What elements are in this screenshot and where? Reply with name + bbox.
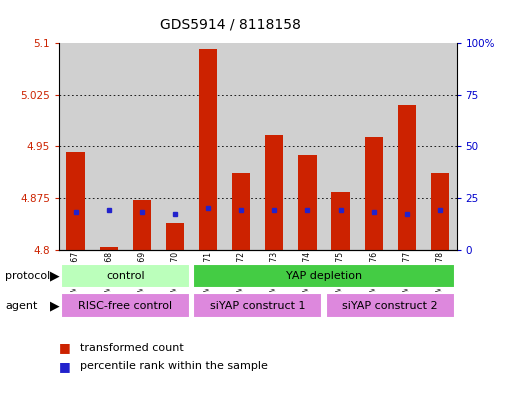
Bar [193,264,455,288]
Bar [166,223,184,250]
Bar [133,200,151,250]
Text: ■: ■ [59,360,71,373]
Text: percentile rank within the sample: percentile rank within the sample [80,361,267,371]
Bar [125,43,159,250]
Bar [225,43,258,250]
Bar [100,248,118,250]
Bar [59,43,92,250]
Bar [159,43,191,250]
Bar [67,152,85,250]
Bar [61,293,190,318]
Text: RISC-free control: RISC-free control [78,301,172,310]
Bar [365,137,383,250]
Text: control: control [106,271,145,281]
Text: siYAP construct 1: siYAP construct 1 [210,301,306,310]
Bar [331,193,350,250]
Bar [232,173,250,250]
Bar [193,293,322,318]
Bar [61,264,190,288]
Text: ▶: ▶ [50,270,60,283]
Text: siYAP construct 2: siYAP construct 2 [343,301,438,310]
Bar [265,135,284,250]
Text: agent: agent [5,301,37,310]
Bar [191,43,225,250]
Bar [431,173,449,250]
Bar [258,43,291,250]
Bar [423,43,457,250]
Bar [92,43,125,250]
Text: ■: ■ [59,341,71,354]
Text: transformed count: transformed count [80,343,183,353]
Bar [390,43,423,250]
Bar [324,43,357,250]
Bar [291,43,324,250]
Bar [326,293,455,318]
Bar [299,155,317,250]
Text: YAP depletion: YAP depletion [286,271,362,281]
Bar [357,43,390,250]
Bar [199,49,217,250]
Bar [398,105,416,250]
Text: ▶: ▶ [50,299,60,312]
Text: GDS5914 / 8118158: GDS5914 / 8118158 [161,18,301,32]
Text: protocol: protocol [5,271,50,281]
